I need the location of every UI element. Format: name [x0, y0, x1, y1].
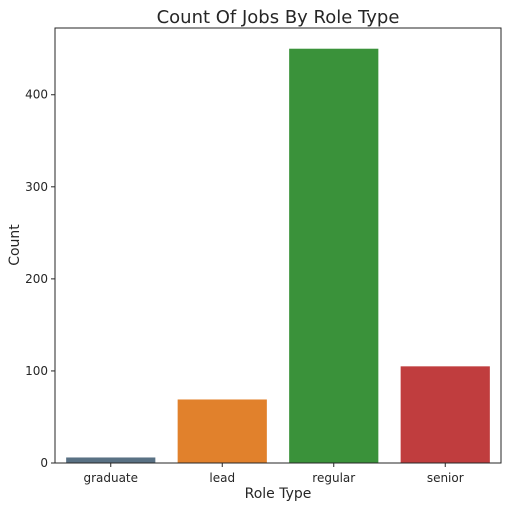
y-tick-label: 100: [25, 364, 48, 378]
y-tick-label: 400: [25, 88, 48, 102]
chart-title: Count Of Jobs By Role Type: [157, 7, 400, 28]
x-tick-label: graduate: [83, 471, 138, 485]
bar-graduate: [66, 457, 156, 463]
y-axis-label: Count: [7, 224, 23, 266]
x-tick-label: regular: [312, 471, 355, 485]
bar-lead: [177, 399, 267, 463]
bars-group: [66, 48, 490, 463]
x-axis-ticks: graduate lead regular senior: [83, 463, 464, 485]
plot-frame: [54, 27, 502, 464]
bar-regular: [289, 48, 379, 463]
x-tick-label: lead: [209, 471, 235, 485]
bar-senior: [400, 366, 490, 463]
y-tick-label: 200: [25, 272, 48, 286]
x-axis-label: Role Type: [245, 486, 312, 502]
y-axis-ticks: 0 100 200 300 400: [25, 88, 55, 470]
y-tick-label: 300: [25, 180, 48, 194]
x-tick-label: senior: [427, 471, 464, 485]
y-tick-label: 0: [40, 456, 48, 470]
